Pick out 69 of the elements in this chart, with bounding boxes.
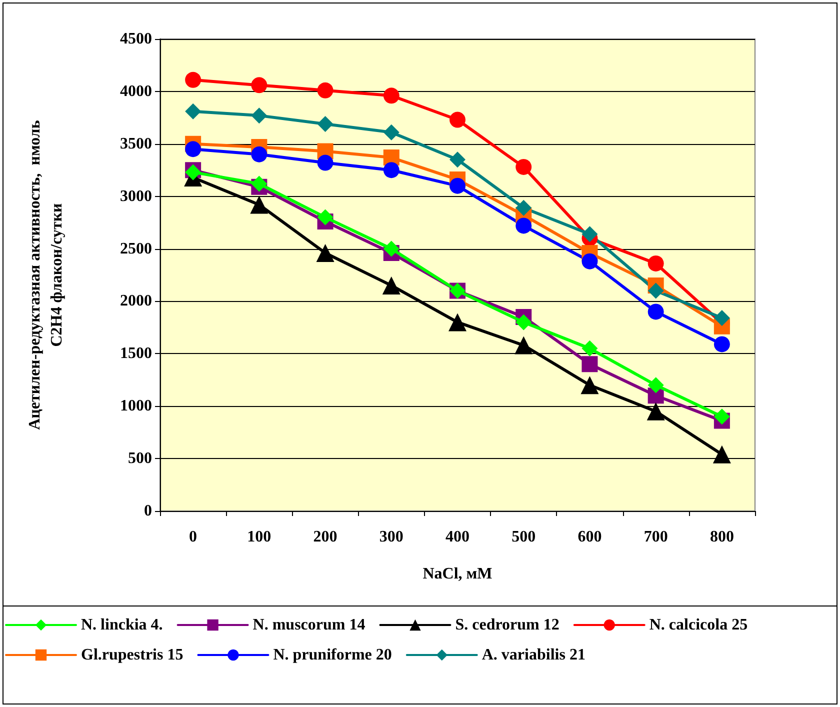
point: [648, 255, 664, 272]
point: [251, 146, 268, 162]
x-tick-label: 600: [578, 528, 602, 546]
point: [714, 310, 730, 326]
point: [450, 178, 466, 194]
point: [317, 154, 334, 171]
y-tick-label: 1500: [120, 345, 152, 362]
point: [450, 152, 466, 168]
y-tick-label: 500: [128, 450, 152, 468]
point: [382, 276, 400, 294]
x-tick-label: 200: [313, 528, 338, 546]
y-tick-label: 3000: [120, 188, 152, 205]
point: [383, 124, 400, 140]
x-tick-label: 500: [512, 528, 536, 546]
x-tick-label: 800: [710, 528, 734, 546]
point: [516, 200, 532, 216]
point: [185, 72, 202, 88]
point: [580, 376, 599, 394]
point: [317, 116, 334, 132]
point: [514, 336, 533, 354]
point: [712, 445, 731, 464]
x-tick-label: 700: [644, 528, 668, 546]
legend-label: N. linckia 4.: [81, 616, 163, 634]
legend-label: A. variabilis 21: [482, 646, 586, 664]
point: [317, 209, 334, 226]
y-tick-label: 4000: [120, 82, 152, 100]
y-tick-label: 0: [144, 502, 152, 520]
point: [185, 141, 202, 158]
x-tick-label: 400: [446, 528, 470, 546]
point: [250, 196, 268, 214]
legend-label: S. cedrorum 12: [455, 616, 560, 634]
point: [450, 112, 466, 128]
y-tick-label: 3500: [120, 135, 152, 152]
point: [383, 162, 400, 178]
y-axis-title: Ацетилен-редуктазная активность, нмоль C2H4 флакон/сутки: [26, 120, 66, 430]
x-axis-title: NaCl, мМ: [422, 566, 492, 582]
point: [448, 313, 466, 332]
point: [251, 77, 268, 94]
y-tick-label: 2000: [120, 292, 152, 310]
point: [648, 304, 664, 320]
point: [582, 356, 598, 372]
point: [317, 82, 334, 98]
x-tick-label: 300: [379, 528, 404, 546]
point: [316, 244, 334, 262]
point: [648, 377, 664, 394]
point: [648, 282, 664, 299]
y-tick-label: 1000: [120, 398, 152, 415]
point: [646, 402, 665, 420]
point: [516, 314, 532, 330]
point: [516, 218, 532, 234]
point: [185, 103, 202, 120]
x-tick-label: 0: [189, 528, 198, 546]
point: [582, 226, 598, 242]
legend-label: N. muscorum 14: [252, 616, 366, 634]
point: [582, 253, 598, 270]
y-tick-label: 4500: [120, 30, 152, 48]
x-tick-label: 100: [247, 528, 272, 546]
point: [714, 408, 730, 425]
point: [251, 108, 268, 124]
point: [582, 340, 598, 356]
y-tick-label: 2500: [120, 240, 152, 258]
legend-label: N. pruniforme 20: [273, 646, 392, 664]
point: [251, 176, 268, 192]
point: [383, 88, 400, 104]
point: [383, 240, 400, 257]
point: [516, 158, 532, 175]
legend-label: N. calcicola 25: [649, 616, 748, 634]
point: [714, 336, 730, 352]
legend-label: Gl.rupestris 15: [81, 646, 184, 664]
